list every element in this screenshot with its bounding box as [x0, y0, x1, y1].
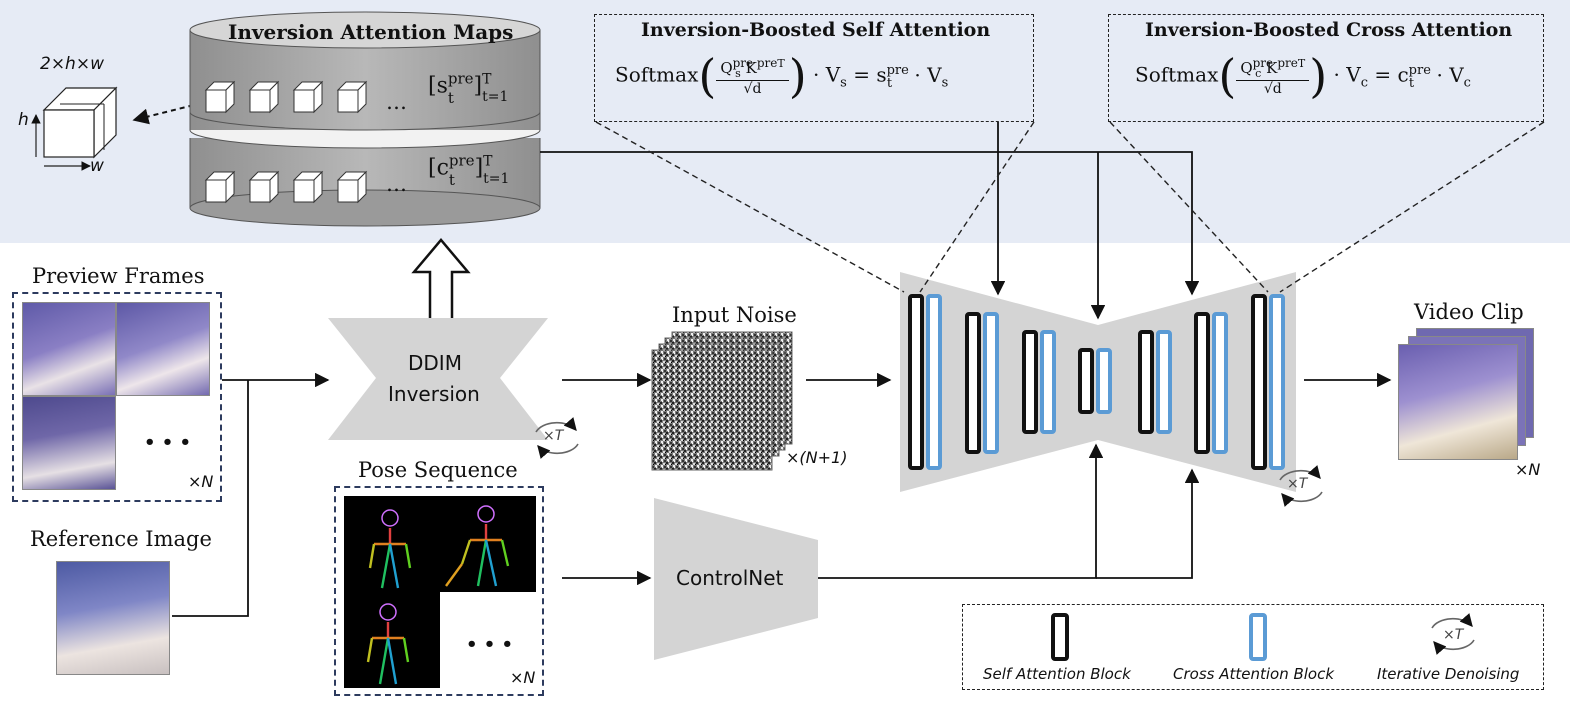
ddim-label-1: DDIM: [408, 351, 462, 375]
feature-w-label: w: [90, 156, 104, 176]
pose-count: ×N: [510, 668, 536, 687]
cross-map-set: [cpre t]T t=1: [428, 152, 510, 190]
noise-count: ×(N+1): [786, 448, 848, 467]
video-count: ×N: [1515, 460, 1541, 479]
legend-cross-block-icon: [1249, 613, 1267, 661]
pose-more-dots: • • •: [466, 634, 514, 655]
pose-frame-3: [344, 592, 440, 688]
storage-title: Inversion Attention Maps: [228, 20, 514, 44]
cross-attention-callout: Inversion-Boosted Cross Attention Softma…: [1108, 14, 1544, 122]
ddim-label-2: Inversion: [388, 382, 480, 406]
controlnet-label: ControlNet: [676, 566, 784, 590]
cross-attention-formula: Softmax(Qprec KpreT √d) · Vc = cpret · Vc: [1135, 49, 1471, 103]
storage-self-ellipsis: …: [386, 90, 407, 114]
pose-skeletons: [366, 505, 510, 685]
unet-iterate-icon: [1279, 465, 1323, 507]
legend-self-block-icon: [1051, 613, 1069, 661]
preview-frame-1: [22, 302, 116, 396]
preview-frames-box: • • • ×N: [12, 292, 222, 502]
unet-iter-label: ×T: [1287, 476, 1308, 492]
ddim-iterate-icon: [535, 417, 579, 459]
preview-frame-3: [22, 396, 116, 490]
ddim-inversion-block: [328, 318, 548, 440]
controlnet-to-unet-up: [1096, 468, 1200, 579]
cross-attention-title: Inversion-Boosted Cross Attention: [1145, 19, 1513, 41]
preview-count: ×N: [188, 472, 214, 491]
controlnet-block: [654, 498, 818, 660]
feature-h-label: h: [18, 110, 29, 130]
legend-box: Self Attention Block Cross Attention Blo…: [962, 604, 1544, 690]
ddim-iter-label: ×T: [543, 428, 564, 444]
reference-image: [56, 561, 170, 675]
input-noise-stack: [651, 331, 793, 471]
unet-blocks: [908, 294, 1285, 470]
pose-sequence-label: Pose Sequence: [358, 458, 518, 482]
video-clip-label: Video Clip: [1414, 300, 1524, 324]
legend-iter-glyph: ×T: [1443, 627, 1464, 643]
self-attention-formula: Softmax(Qpres KpreT √d) · Vs = spret · Vs: [615, 49, 949, 103]
storage-cross-ellipsis: …: [386, 172, 407, 196]
legend-iterate-icon: [1431, 613, 1475, 655]
reference-to-ddim-line: [172, 380, 249, 617]
input-noise-label: Input Noise: [672, 303, 797, 327]
feature-dims-label: 2×h×w: [40, 54, 104, 74]
legend-self-label: Self Attention Block: [983, 665, 1131, 683]
video-clip-frame: [1398, 344, 1518, 460]
store-maps-arrow: [411, 238, 471, 330]
cross-maps-to-unet: [540, 151, 1200, 296]
self-map-set: [spre t]T t=1: [428, 70, 509, 108]
legend-iter-label: Iterative Denoising: [1377, 665, 1520, 683]
feature-cube-icon: [31, 86, 118, 171]
cross-attention-map-cubes: [204, 170, 368, 204]
pose-sequence-box: • • • ×N: [334, 486, 544, 696]
reference-image-label: Reference Image: [30, 527, 212, 551]
self-attention-title: Inversion-Boosted Self Attention: [641, 19, 991, 41]
self-attention-callout: Inversion-Boosted Self Attention Softmax…: [594, 14, 1034, 122]
preview-frame-2: [116, 302, 210, 396]
preview-frames-label: Preview Frames: [32, 264, 205, 288]
self-attention-map-cubes: [204, 80, 368, 114]
preview-more-dots: • • •: [144, 432, 192, 453]
legend-cross-label: Cross Attention Block: [1173, 665, 1335, 683]
